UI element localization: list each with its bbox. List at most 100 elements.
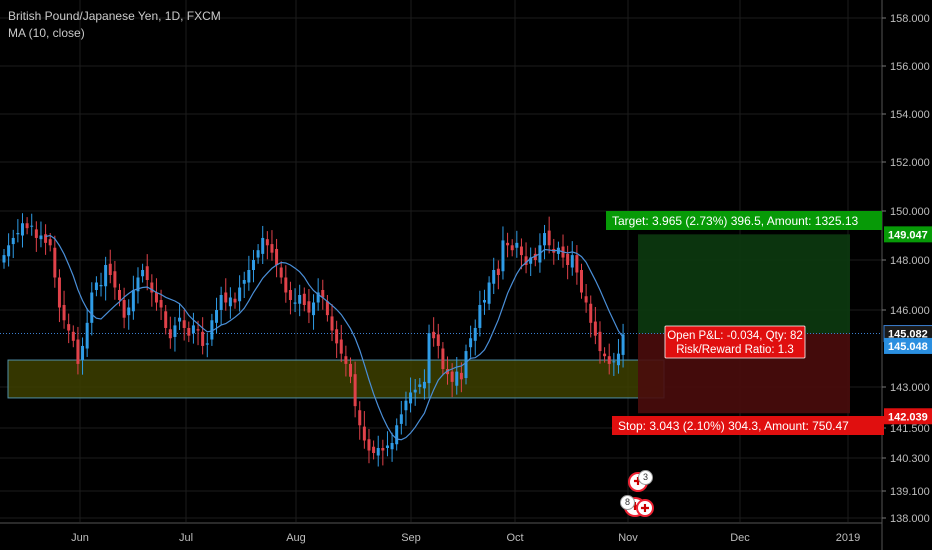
candle-body (584, 296, 588, 303)
candle-body (30, 225, 34, 227)
price-label-text: 145.082 (888, 329, 928, 341)
pnl-label-text: Open P&L: -0.034, Qty: 82 (667, 330, 803, 342)
candle-body (196, 329, 200, 331)
x-tick-label: Sep (401, 532, 421, 544)
candle-body (270, 244, 274, 253)
candle-body (621, 334, 625, 355)
candle-body (44, 234, 48, 243)
candle-body (362, 426, 366, 441)
candle-body (524, 256, 528, 265)
candle-body (482, 300, 486, 303)
y-tick-label: 143.000 (890, 382, 930, 394)
candle-body (339, 339, 343, 354)
candle-body (510, 245, 514, 251)
uk-flag-icon[interactable]: ✚ (636, 499, 654, 517)
candle-body (205, 343, 209, 345)
pnl-label[interactable]: Open P&L: -0.034, Qty: 82 Risk/Reward Ra… (664, 325, 806, 359)
chart-legend: British Pound/Japanese Yen, 1D, FXCM MA … (8, 8, 221, 42)
candle-body (261, 237, 265, 254)
candle-body (48, 239, 52, 246)
candle-body (228, 297, 232, 307)
candle-body (159, 300, 163, 308)
candle-body (2, 255, 6, 263)
candle-body (409, 392, 413, 404)
y-tick-label: 158.000 (890, 13, 930, 25)
symbol-title: British Pound/Japanese Yen, 1D, FXCM (8, 9, 221, 23)
x-tick-label: Dec (730, 532, 750, 544)
candle-body (201, 331, 205, 346)
uk-flag-icon[interactable]: ✚ 3 (628, 470, 653, 492)
candle-body (450, 371, 454, 382)
y-tick-label: 141.500 (890, 423, 930, 435)
candle-body (39, 235, 43, 240)
candle-body (427, 333, 431, 384)
candle-body (7, 245, 11, 257)
y-tick-label: 146.000 (890, 305, 930, 317)
candle-body (432, 331, 436, 339)
candle-body (316, 292, 320, 303)
y-tick-label: 148.000 (890, 255, 930, 267)
candle-body (150, 282, 154, 293)
candle-body (247, 270, 251, 283)
candle-body (57, 277, 61, 308)
y-tick-label: 138.000 (890, 513, 930, 525)
candle-body (390, 443, 394, 450)
candle-body (76, 339, 80, 364)
candle-body (464, 351, 468, 379)
candle-body (478, 305, 482, 328)
candle-body (496, 268, 500, 275)
candle-body (607, 356, 611, 364)
candle-body (164, 311, 168, 328)
candle-body (501, 240, 505, 272)
candle-body (492, 270, 496, 284)
candle-body (459, 372, 463, 380)
candle-body (62, 305, 66, 321)
candle-body (469, 338, 473, 348)
candle-body (182, 320, 186, 328)
candle-body (302, 293, 306, 305)
candle-body (593, 321, 597, 336)
price-label-text: 142.039 (888, 411, 928, 423)
candle-body (242, 280, 246, 284)
candle-body (575, 255, 579, 273)
candle-body (215, 310, 219, 323)
candle-body (210, 320, 214, 340)
candle-body (219, 295, 223, 310)
candle-body (99, 285, 103, 287)
y-tick-label: 154.000 (890, 109, 930, 121)
candle-body (589, 303, 593, 323)
price-label-last (884, 337, 932, 354)
x-tick-label: Nov (618, 532, 638, 544)
x-tick-label: Jun (71, 532, 89, 544)
candle-body (473, 327, 477, 341)
candle-body (67, 324, 71, 331)
stop-label[interactable]: Stop: 3.043 (2.10%) 304.3, Amount: 750.4… (612, 416, 884, 435)
price-label-text: 149.047 (888, 229, 928, 241)
rr-label-text: Risk/Reward Ratio: 1.3 (676, 344, 794, 356)
candle-body (127, 307, 131, 316)
candles (2, 213, 625, 467)
candle-body (566, 253, 570, 265)
candle-body (321, 290, 325, 298)
candle-body (16, 233, 20, 235)
candle-body (395, 425, 399, 445)
support-zone[interactable] (7, 359, 665, 399)
event-count: 8 (620, 495, 635, 510)
candle-body (131, 290, 135, 312)
candle-body (94, 282, 98, 290)
candle-body (598, 331, 602, 352)
candle-body (104, 265, 108, 287)
candle-body (71, 331, 75, 341)
candle-body (238, 287, 242, 302)
y-tick-label: 150.000 (890, 206, 930, 218)
target-label[interactable]: Target: 3.965 (2.73%) 396.5, Amount: 132… (606, 211, 882, 230)
x-tick-label: Aug (286, 532, 306, 544)
candle-body (173, 325, 177, 337)
y-tick-label: 156.000 (890, 61, 930, 73)
candle-body (372, 446, 376, 453)
stop-label-text: Stop: 3.043 (2.10%) 304.3, Amount: 750.4… (618, 419, 849, 433)
candle-body (487, 282, 491, 304)
candle-body (11, 237, 15, 245)
candle-body (178, 317, 182, 322)
